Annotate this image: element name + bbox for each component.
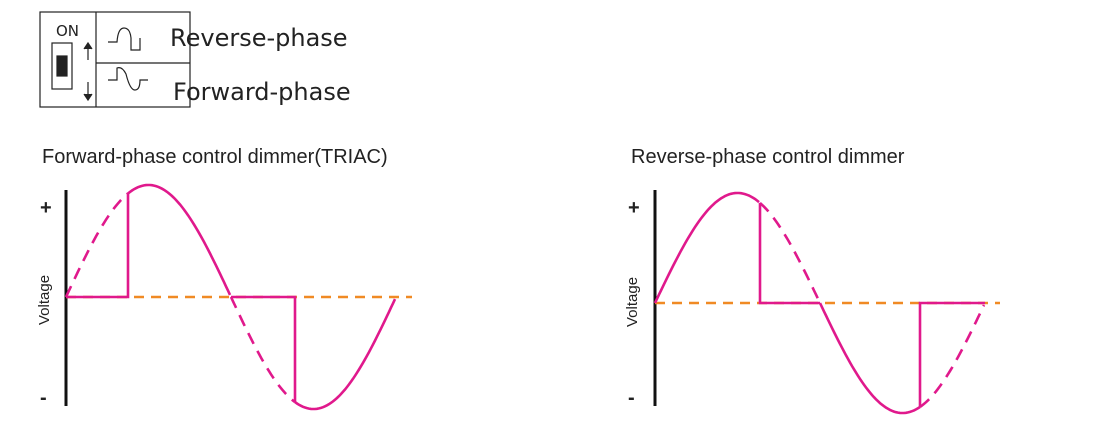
waveform bbox=[229, 296, 296, 404]
waveform bbox=[918, 301, 985, 407]
waveform bbox=[759, 201, 822, 304]
plus-sign: + bbox=[40, 197, 52, 219]
axis-label: Voltage bbox=[624, 277, 641, 327]
waveform bbox=[818, 302, 921, 415]
waveform bbox=[919, 304, 986, 409]
waveform bbox=[231, 295, 297, 403]
waveform bbox=[653, 191, 760, 304]
diagram-title: Reverse-phase control dimmer bbox=[631, 146, 905, 168]
option-label: Reverse-phase bbox=[170, 24, 348, 52]
axis-label: Voltage bbox=[36, 275, 53, 325]
waveform bbox=[64, 192, 129, 298]
plus-sign: + bbox=[628, 197, 640, 219]
waveform bbox=[294, 298, 397, 411]
option-label: Forward-phase bbox=[173, 78, 351, 106]
waveform bbox=[66, 193, 130, 299]
waveform bbox=[127, 183, 232, 296]
switch-legend bbox=[39, 11, 191, 108]
minus-sign: - bbox=[628, 387, 635, 409]
minus-sign: - bbox=[40, 387, 47, 409]
switch-label: ON bbox=[56, 22, 79, 40]
diagram-title: Forward-phase control dimmer(TRIAC) bbox=[42, 146, 388, 168]
waveform bbox=[758, 202, 820, 305]
